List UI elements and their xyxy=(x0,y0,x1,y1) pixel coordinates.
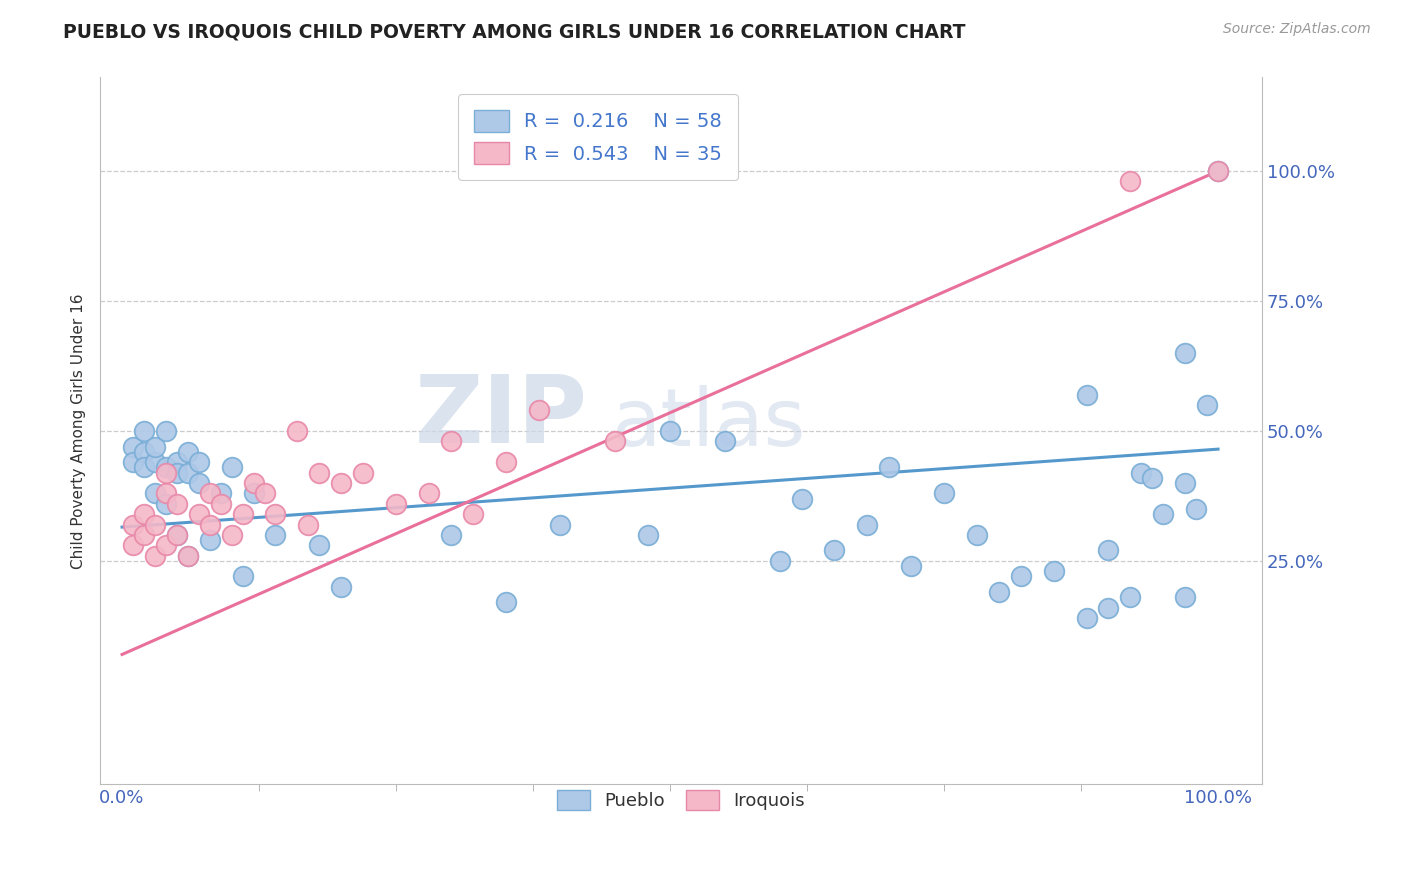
Point xyxy=(308,538,330,552)
Point xyxy=(187,475,209,490)
Point xyxy=(132,528,155,542)
Point xyxy=(1185,502,1208,516)
Point xyxy=(1010,569,1032,583)
Point xyxy=(198,533,221,547)
Point xyxy=(1097,600,1119,615)
Point xyxy=(1174,475,1197,490)
Point xyxy=(155,486,177,500)
Point xyxy=(352,466,374,480)
Point xyxy=(1119,591,1142,605)
Point xyxy=(932,486,955,500)
Point xyxy=(714,434,737,449)
Point xyxy=(122,517,145,532)
Point xyxy=(440,434,463,449)
Point xyxy=(166,497,188,511)
Point xyxy=(1142,471,1164,485)
Point xyxy=(143,549,166,563)
Point xyxy=(166,528,188,542)
Point xyxy=(242,486,264,500)
Point xyxy=(877,460,900,475)
Point xyxy=(155,497,177,511)
Point xyxy=(209,497,232,511)
Point xyxy=(495,595,517,609)
Point xyxy=(122,538,145,552)
Point xyxy=(177,549,200,563)
Point xyxy=(1174,591,1197,605)
Point xyxy=(287,424,309,438)
Point xyxy=(769,554,792,568)
Text: PUEBLO VS IROQUOIS CHILD POVERTY AMONG GIRLS UNDER 16 CORRELATION CHART: PUEBLO VS IROQUOIS CHILD POVERTY AMONG G… xyxy=(63,22,966,41)
Text: Source: ZipAtlas.com: Source: ZipAtlas.com xyxy=(1223,22,1371,37)
Point xyxy=(1097,543,1119,558)
Point xyxy=(232,507,254,521)
Point xyxy=(418,486,440,500)
Point xyxy=(308,466,330,480)
Point xyxy=(264,528,287,542)
Point xyxy=(198,486,221,500)
Point xyxy=(187,507,209,521)
Point xyxy=(177,549,200,563)
Y-axis label: Child Poverty Among Girls Under 16: Child Poverty Among Girls Under 16 xyxy=(72,293,86,569)
Point xyxy=(823,543,845,558)
Point xyxy=(1130,466,1153,480)
Point xyxy=(297,517,319,532)
Point xyxy=(132,444,155,458)
Point xyxy=(1197,398,1219,412)
Point xyxy=(330,580,353,594)
Point xyxy=(790,491,813,506)
Point xyxy=(187,455,209,469)
Point xyxy=(166,528,188,542)
Point xyxy=(143,486,166,500)
Point xyxy=(856,517,879,532)
Point xyxy=(143,517,166,532)
Text: ZIP: ZIP xyxy=(415,371,588,463)
Point xyxy=(1152,507,1174,521)
Point xyxy=(132,460,155,475)
Point xyxy=(900,559,922,574)
Text: atlas: atlas xyxy=(612,384,806,463)
Point xyxy=(166,466,188,480)
Point xyxy=(132,424,155,438)
Point xyxy=(221,528,243,542)
Point xyxy=(659,424,682,438)
Point xyxy=(198,517,221,532)
Point xyxy=(1174,346,1197,360)
Point xyxy=(1076,611,1098,625)
Point xyxy=(987,585,1010,599)
Point xyxy=(155,424,177,438)
Point xyxy=(1076,387,1098,401)
Point xyxy=(264,507,287,521)
Point xyxy=(143,440,166,454)
Point xyxy=(155,460,177,475)
Point xyxy=(166,455,188,469)
Point xyxy=(221,460,243,475)
Point xyxy=(177,466,200,480)
Point xyxy=(1206,164,1229,178)
Point xyxy=(495,455,517,469)
Legend: Pueblo, Iroquois: Pueblo, Iroquois xyxy=(543,775,820,825)
Point xyxy=(253,486,276,500)
Point xyxy=(637,528,659,542)
Point xyxy=(550,517,572,532)
Point xyxy=(122,440,145,454)
Point xyxy=(330,475,353,490)
Point xyxy=(440,528,463,542)
Point xyxy=(155,466,177,480)
Point xyxy=(1206,164,1229,178)
Point xyxy=(143,455,166,469)
Point xyxy=(177,444,200,458)
Point xyxy=(209,486,232,500)
Point xyxy=(1042,564,1064,578)
Point xyxy=(122,455,145,469)
Point xyxy=(605,434,627,449)
Point xyxy=(461,507,484,521)
Point xyxy=(232,569,254,583)
Point xyxy=(132,507,155,521)
Point xyxy=(1119,174,1142,188)
Point xyxy=(385,497,408,511)
Point xyxy=(966,528,988,542)
Point xyxy=(155,538,177,552)
Point xyxy=(527,403,550,417)
Point xyxy=(242,475,264,490)
